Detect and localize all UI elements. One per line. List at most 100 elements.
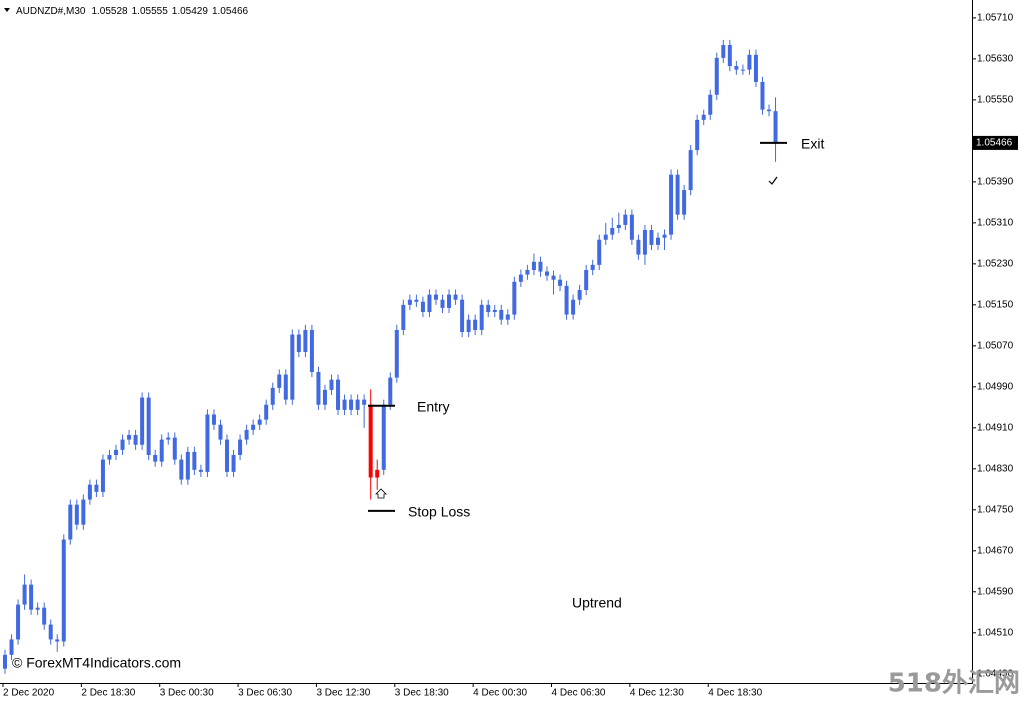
- candle-body: [316, 371, 321, 405]
- candle-body: [9, 639, 14, 655]
- candle-body: [349, 399, 354, 410]
- candle-body: [571, 299, 576, 315]
- header-close: 1.05466: [212, 6, 249, 17]
- candle-body: [531, 261, 536, 270]
- x-tick-label: 2 Dec 2020: [3, 688, 55, 699]
- candle-body: [577, 289, 582, 300]
- watermark: 518外汇网: [888, 669, 1020, 699]
- candle-body: [466, 319, 471, 332]
- candle-body: [662, 234, 667, 238]
- x-tick-label: 3 Dec 18:30: [395, 688, 449, 699]
- candle-body: [695, 119, 700, 151]
- candle-body: [616, 224, 621, 228]
- x-tick-label: 4 Dec 12:30: [630, 688, 684, 699]
- header-open: 1.05528: [91, 6, 128, 17]
- candle-body: [642, 230, 647, 255]
- candle-body: [394, 329, 399, 378]
- current-price-label: 1.05466: [976, 138, 1013, 149]
- trend-label: Uptrend: [572, 595, 622, 611]
- candle-body: [375, 469, 380, 478]
- candle-body: [427, 294, 432, 313]
- candle-body: [48, 624, 53, 640]
- candle-body: [153, 454, 158, 462]
- candle-body: [440, 299, 445, 308]
- candle-body: [453, 294, 458, 300]
- candle-body: [22, 584, 27, 605]
- candle-body: [140, 397, 145, 445]
- y-tick-label: 1.05310: [977, 217, 1014, 228]
- candle-body: [42, 607, 47, 625]
- candle-body: [61, 539, 66, 642]
- y-tick-label: 1.04510: [977, 627, 1014, 638]
- candle-body: [277, 374, 282, 388]
- y-tick-label: 1.04430: [977, 668, 1014, 679]
- candle-body: [362, 399, 367, 405]
- copyright: © ForexMT4Indicators.com: [12, 655, 181, 671]
- candle-body: [309, 329, 314, 372]
- candle-body: [623, 214, 628, 225]
- candle-body: [767, 109, 772, 112]
- candle-body: [127, 434, 132, 440]
- candle-body: [211, 414, 216, 425]
- candle-body: [747, 54, 752, 70]
- candle-body: [270, 387, 275, 405]
- candle-body: [381, 404, 386, 470]
- candle-body: [479, 304, 484, 330]
- candle-body: [401, 304, 406, 330]
- candle-body: [558, 279, 563, 286]
- symbol: AUDNZD#,M30: [16, 6, 86, 17]
- candle-body: [433, 294, 438, 300]
- candle-body: [584, 269, 589, 290]
- candle-body: [675, 174, 680, 215]
- candle-body: [107, 454, 112, 460]
- candle-body: [94, 484, 99, 492]
- candle-body: [172, 437, 177, 460]
- candle-body: [185, 451, 190, 480]
- candle-body: [114, 449, 119, 455]
- candle-body: [257, 419, 262, 425]
- y-tick-label: 1.04590: [977, 586, 1014, 597]
- candle-body: [35, 607, 40, 610]
- y-tick-label: 1.05230: [977, 258, 1014, 269]
- candle-body: [238, 439, 243, 455]
- candle-body: [146, 397, 151, 455]
- x-tick-label: 3 Dec 06:30: [238, 688, 292, 699]
- candle-body: [669, 174, 674, 235]
- candle-body: [649, 230, 654, 245]
- y-tick-label: 1.05710: [977, 13, 1014, 24]
- y-tick-label: 1.04670: [977, 545, 1014, 556]
- candle-body: [3, 654, 7, 669]
- candle-body: [656, 237, 660, 245]
- current-price-box: [973, 135, 1018, 150]
- candle-body: [740, 69, 745, 71]
- candle-body: [538, 261, 543, 272]
- candle-body: [734, 66, 739, 70]
- candle-body: [518, 274, 523, 282]
- candle-body: [87, 484, 92, 500]
- candle-body: [473, 319, 478, 330]
- y-tick-label: 1.05390: [977, 176, 1014, 187]
- candle-body: [388, 377, 393, 405]
- candle-body: [225, 439, 230, 472]
- candle-body: [68, 504, 73, 540]
- chart-header: AUDNZD#,M30 1.05528 1.05555 1.05429 1.05466: [16, 6, 249, 17]
- candle-body: [629, 214, 634, 240]
- exit-check: [768, 176, 778, 185]
- candle-body: [283, 374, 288, 400]
- candle-body: [342, 399, 347, 410]
- candle-body: [55, 639, 60, 642]
- candle-body: [192, 451, 197, 470]
- y-tick-label: 1.05070: [977, 340, 1014, 351]
- candle-body: [81, 499, 86, 525]
- candle-body: [29, 584, 34, 610]
- header-high: 1.05555: [132, 6, 169, 17]
- candle-body: [166, 437, 171, 440]
- candle-body: [610, 227, 615, 235]
- candle-body: [296, 334, 301, 352]
- candle-body: [264, 404, 269, 420]
- x-tick-label: 2 Dec 18:30: [81, 688, 135, 699]
- candle-body: [505, 314, 510, 320]
- candle-body: [512, 281, 517, 315]
- x-tick-label: 4 Dec 18:30: [708, 688, 762, 699]
- candle-body: [290, 334, 295, 400]
